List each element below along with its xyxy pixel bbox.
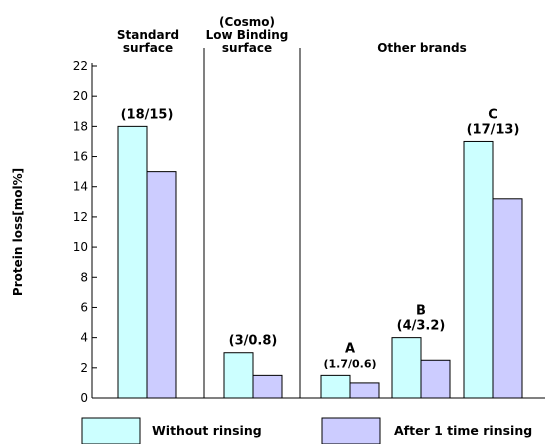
bar-value-label: (18/15) [121, 107, 174, 122]
bar-without-rinsing [463, 140, 494, 399]
y-tick-label: 20 [73, 89, 88, 103]
bar-value-label: (1.7/0.6) [323, 357, 376, 370]
y-tick-label: 2 [80, 361, 88, 375]
bar-value-label: (3/0.8) [229, 334, 278, 349]
y-tick-label: 6 [80, 300, 88, 314]
legend: Without rinsing After 1 time rinsing [81, 417, 532, 444]
axis-layer: 0 2 4 6 8 10 12 14 16 18 20 22 Protein loss[mol%] [11, 48, 545, 405]
bar-after-rinsing [420, 359, 451, 399]
bar-after-rinsing [492, 198, 523, 399]
y-axis-label: Protein loss[mol%] [11, 168, 25, 296]
y-tick-label: 0 [80, 391, 88, 405]
group-label: surface [222, 41, 272, 55]
bar-without-rinsing [223, 352, 254, 399]
bar-without-rinsing [117, 125, 148, 399]
bar-after-rinsing [146, 171, 177, 399]
y-tick-label: 16 [73, 150, 88, 164]
group-label: surface [123, 41, 173, 55]
y-tick-label: 14 [73, 180, 88, 194]
y-tick-label: 12 [73, 210, 88, 224]
y-tick-label: 4 [80, 331, 88, 345]
legend-swatch [81, 417, 141, 444]
legend-label: Without rinsing [152, 423, 262, 438]
group-label: (Cosmo) [219, 15, 275, 29]
legend-swatch [321, 417, 381, 444]
y-tick-label: 18 [73, 119, 88, 133]
y-tick-label: 22 [73, 59, 88, 73]
bar-without-rinsing [320, 374, 351, 399]
bar-after-rinsing [252, 374, 283, 399]
bar-value-label: (4/3.2) [397, 319, 446, 334]
group-label: Low Binding [206, 28, 289, 42]
bar-letter-label: A [345, 341, 355, 356]
bar-value-label: (17/13) [467, 122, 520, 137]
y-tick-label: 8 [80, 270, 88, 284]
group-label: Standard [117, 28, 179, 42]
group-label: Other brands [377, 41, 467, 55]
bar-after-rinsing [349, 382, 380, 399]
y-tick-label: 10 [73, 240, 88, 254]
bar-without-rinsing [391, 337, 422, 399]
bar-letter-label: C [488, 107, 498, 122]
legend-label: After 1 time rinsing [394, 423, 532, 438]
bars-layer [117, 125, 523, 399]
bar-letter-label: B [416, 304, 426, 319]
